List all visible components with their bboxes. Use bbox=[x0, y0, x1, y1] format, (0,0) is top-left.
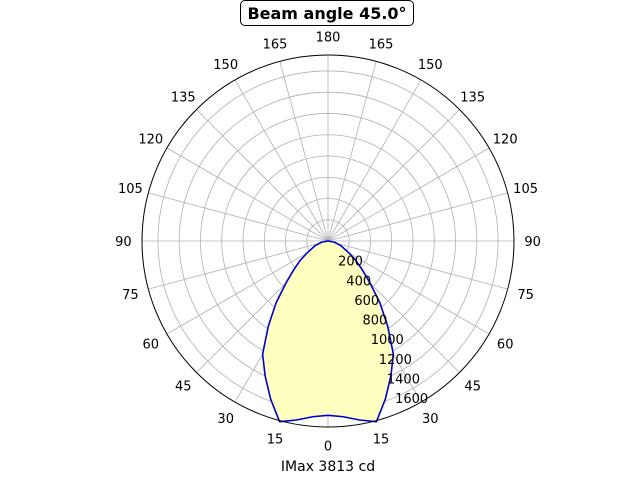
radial-tick-label: 600 bbox=[354, 294, 379, 309]
angle-tick-label: 0 bbox=[324, 440, 332, 455]
angle-tick-label: 45 bbox=[175, 380, 192, 395]
angle-tick-label: 135 bbox=[460, 90, 485, 105]
grid-spoke-75 bbox=[327, 240, 508, 290]
angle-tick-label: 120 bbox=[493, 133, 518, 148]
outer-circle bbox=[141, 54, 515, 428]
radial-tick-label: 1000 bbox=[371, 333, 404, 348]
grid-spoke-195 bbox=[279, 61, 329, 242]
grid-spoke-240 bbox=[166, 147, 329, 242]
angle-tick-label: 165 bbox=[369, 37, 394, 52]
grid-spoke-225 bbox=[196, 109, 329, 242]
radial-tick-label: 1400 bbox=[387, 373, 420, 388]
angle-tick-label: 165 bbox=[263, 37, 288, 52]
angle-tick-label: 45 bbox=[464, 380, 481, 395]
grid-spoke-255 bbox=[148, 192, 329, 242]
angle-tick-label: 15 bbox=[373, 433, 390, 448]
radial-tick-label: 200 bbox=[338, 255, 363, 270]
chart-title: Beam angle 45.0° bbox=[240, 0, 414, 26]
angle-tick-label: 105 bbox=[513, 182, 538, 197]
angle-tick-label: 150 bbox=[213, 58, 238, 73]
angle-tick-label: 30 bbox=[422, 412, 439, 427]
grid-spoke-105 bbox=[327, 192, 508, 242]
intensity-fill bbox=[262, 241, 394, 422]
angle-tick-label: 105 bbox=[118, 182, 143, 197]
radial-tick-label: 800 bbox=[363, 314, 388, 329]
angle-tick-label: 90 bbox=[115, 235, 132, 250]
angle-tick-label: 60 bbox=[143, 337, 160, 352]
angle-tick-label: 180 bbox=[316, 30, 341, 45]
radial-tick-label: 1600 bbox=[395, 392, 428, 407]
grid-spoke-150 bbox=[327, 79, 422, 242]
grid-spoke-120 bbox=[327, 147, 490, 242]
grid-spoke-300 bbox=[166, 240, 329, 335]
angle-tick-label: 75 bbox=[517, 288, 534, 303]
angle-tick-label: 90 bbox=[524, 235, 541, 250]
angle-tick-label: 150 bbox=[418, 58, 443, 73]
x-axis-label: IMax 3813 cd bbox=[281, 459, 375, 475]
angle-tick-label: 135 bbox=[171, 90, 196, 105]
angle-tick-label: 60 bbox=[497, 337, 514, 352]
angle-tick-label: 75 bbox=[122, 288, 139, 303]
grid-spoke-165 bbox=[327, 61, 377, 242]
angle-tick-label: 30 bbox=[217, 412, 234, 427]
intensity-curve bbox=[261, 240, 395, 423]
grid-spoke-285 bbox=[148, 240, 329, 290]
tick-labels: 0 15 30 45 60 75 90 105 120 135 150 165 180 165 150 135… bbox=[115, 30, 541, 454]
angle-tick-label: 15 bbox=[267, 433, 284, 448]
data-layer bbox=[261, 240, 395, 423]
grid-spoke-135 bbox=[327, 109, 460, 242]
angle-tick-label: 120 bbox=[138, 133, 163, 148]
radial-tick-label: 1200 bbox=[379, 353, 412, 368]
grid-spoke-210 bbox=[234, 79, 329, 242]
grid-spoke-60 bbox=[327, 240, 490, 335]
radial-tick-label: 400 bbox=[346, 274, 371, 289]
